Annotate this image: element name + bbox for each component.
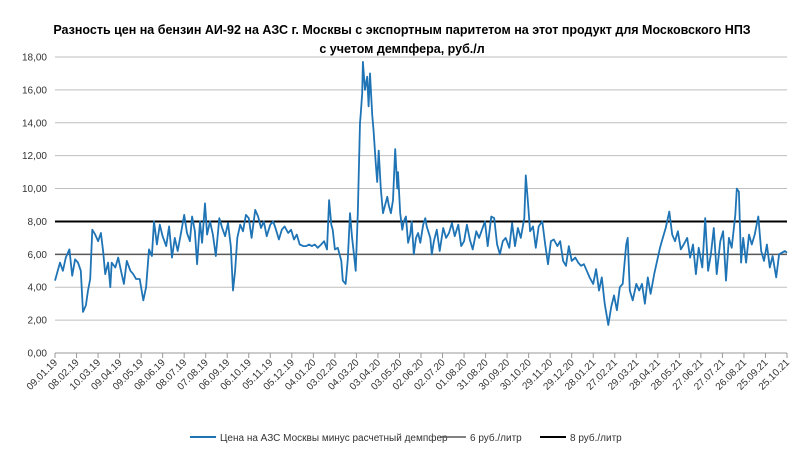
series-layer bbox=[54, 61, 788, 326]
y-tick-label: 10,00 bbox=[22, 184, 47, 195]
legend-label-6: 6 руб./литр bbox=[470, 432, 522, 444]
series-line-price bbox=[54, 61, 788, 326]
reference-lines bbox=[55, 220, 787, 256]
y-tick-label: 8,00 bbox=[28, 217, 48, 228]
y-tick-label: 18,00 bbox=[22, 53, 47, 64]
y-tick-label: 6,00 bbox=[28, 250, 48, 261]
legend: Цена на АЗС Москвы минус расчетный демпф… bbox=[190, 432, 622, 444]
y-tick-label: 2,00 bbox=[28, 316, 48, 327]
y-tick-label: 12,00 bbox=[22, 151, 47, 162]
legend-label-8: 8 руб./литр bbox=[570, 432, 622, 444]
y-tick-label: 4,00 bbox=[28, 283, 48, 294]
y-tick-label: 0,00 bbox=[28, 349, 48, 360]
y-axis: 0,00 2,00 4,00 6,00 8,00 10,00 12,00 14,00 16,00… bbox=[22, 53, 47, 360]
gridlines bbox=[55, 56, 787, 354]
y-tick-label: 16,00 bbox=[22, 85, 47, 96]
y-tick-label: 14,00 bbox=[22, 118, 47, 129]
chart-title-line-2: с учетом демпфера, руб./л bbox=[319, 42, 484, 56]
x-axis: 09.01.1908.02.1910.03.1909.04.1909.05.19… bbox=[25, 352, 792, 393]
chart-title-line-1: Разность цен на бензин АИ-92 на АЗС г. М… bbox=[53, 23, 750, 37]
legend-label-price: Цена на АЗС Москвы минус расчетный демпф… bbox=[220, 432, 448, 444]
